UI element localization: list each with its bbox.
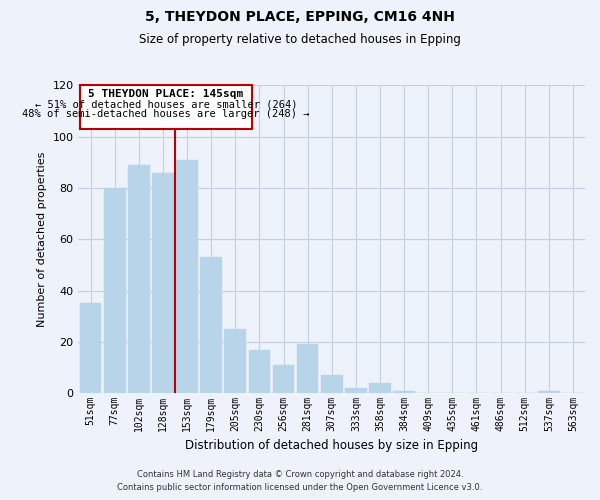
Bar <box>224 329 246 393</box>
X-axis label: Distribution of detached houses by size in Epping: Distribution of detached houses by size … <box>185 440 478 452</box>
Text: 48% of semi-detached houses are larger (248) →: 48% of semi-detached houses are larger (… <box>22 109 310 119</box>
Bar <box>393 390 415 393</box>
Bar <box>248 350 270 393</box>
Bar <box>272 365 295 393</box>
Bar <box>538 390 560 393</box>
Bar <box>297 344 319 393</box>
Bar <box>104 188 125 393</box>
Text: Size of property relative to detached houses in Epping: Size of property relative to detached ho… <box>139 32 461 46</box>
Text: ← 51% of detached houses are smaller (264): ← 51% of detached houses are smaller (26… <box>35 100 297 110</box>
Y-axis label: Number of detached properties: Number of detached properties <box>37 152 47 327</box>
Bar <box>80 304 101 393</box>
Text: 5, THEYDON PLACE, EPPING, CM16 4NH: 5, THEYDON PLACE, EPPING, CM16 4NH <box>145 10 455 24</box>
Bar <box>200 258 222 393</box>
Bar <box>369 383 391 393</box>
Bar <box>176 160 198 393</box>
Text: Contains HM Land Registry data © Crown copyright and database right 2024.
Contai: Contains HM Land Registry data © Crown c… <box>118 470 482 492</box>
Bar <box>152 172 174 393</box>
Bar <box>345 388 367 393</box>
FancyBboxPatch shape <box>80 86 252 129</box>
Text: 5 THEYDON PLACE: 145sqm: 5 THEYDON PLACE: 145sqm <box>88 90 244 100</box>
Bar <box>321 375 343 393</box>
Bar <box>128 165 149 393</box>
